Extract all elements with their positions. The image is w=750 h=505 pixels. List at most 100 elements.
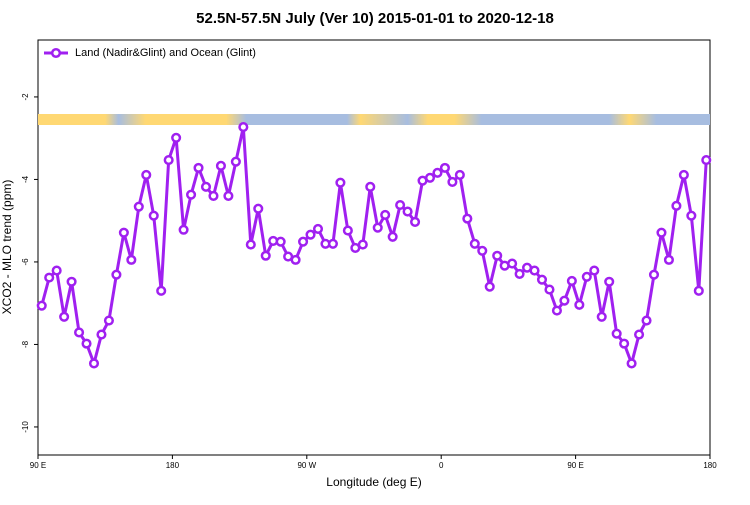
data-point (372, 222, 383, 233)
data-point (312, 223, 324, 234)
data-point (365, 181, 376, 192)
data-point (126, 254, 137, 265)
x-tick-label: 0 (439, 461, 444, 470)
data-point (439, 162, 450, 173)
data-point (327, 238, 338, 249)
data-point (611, 328, 622, 339)
data-point (163, 154, 174, 166)
x-tick-label: 90 E (30, 461, 46, 470)
data-point (74, 327, 85, 338)
land-ocean-strip (38, 114, 710, 125)
legend-marker (50, 47, 62, 59)
data-point (245, 239, 256, 250)
data-point (193, 162, 204, 173)
data-point (357, 239, 368, 250)
data-point (230, 156, 241, 167)
data-point (529, 265, 540, 276)
data-point (118, 227, 129, 238)
data-point (215, 160, 226, 171)
y-tick-label: -8 (21, 340, 30, 348)
data-point (103, 315, 114, 326)
data-point (208, 190, 219, 201)
data-point (634, 329, 645, 340)
data-point (686, 210, 697, 221)
data-point (447, 176, 458, 187)
data-point (156, 285, 167, 296)
data-point (693, 285, 704, 296)
data-point (701, 154, 712, 166)
data-point (626, 358, 637, 369)
legend (39, 41, 279, 66)
x-tick-label: 90 E (567, 461, 583, 470)
data-point (298, 236, 309, 247)
data-point (596, 311, 607, 322)
data-point (574, 299, 585, 310)
data-point (178, 224, 189, 235)
y-axis-label: XCO2 - MLO trend (ppm) (0, 180, 14, 315)
data-point (469, 238, 480, 249)
data-point (604, 276, 615, 287)
data-point (200, 181, 212, 192)
y-tick-label: -6 (21, 258, 30, 266)
data-point (566, 275, 577, 286)
data-point (380, 209, 391, 220)
data-point (484, 281, 495, 292)
data-point (514, 268, 525, 279)
data-point (432, 167, 443, 178)
data-point (66, 276, 77, 287)
data-point (641, 315, 652, 326)
data-point (36, 300, 47, 311)
x-tick-label: 90 W (297, 461, 316, 470)
data-point (88, 358, 100, 369)
data-point (81, 338, 92, 349)
data-point (335, 177, 346, 188)
data-point (111, 269, 122, 280)
data-point (387, 231, 398, 242)
data-point (171, 132, 182, 143)
data-point (342, 225, 353, 236)
data-point (581, 271, 592, 282)
data-point (253, 203, 264, 214)
y-tick-label: -2 (21, 93, 30, 101)
data-point (305, 229, 316, 240)
data-point (141, 169, 152, 180)
series-line (40, 126, 708, 369)
data-point (148, 210, 159, 221)
plot-frame (37, 39, 711, 456)
data-point (536, 274, 548, 285)
data-point (51, 265, 62, 276)
x-axis-label: Longitude (deg E) (326, 475, 421, 489)
data-point (238, 121, 249, 133)
x-tick-label: 180 (703, 461, 717, 470)
chart-title: 52.5N-57.5N July (Ver 10) 2015-01-01 to … (196, 10, 554, 27)
data-point (44, 272, 55, 283)
data-point (424, 172, 436, 183)
data-point (663, 254, 674, 265)
data-point (477, 245, 488, 256)
data-point (678, 169, 689, 180)
y-tick-label: -10 (21, 421, 30, 433)
data-point (275, 236, 286, 247)
data-point (454, 169, 465, 180)
data-point (492, 250, 503, 261)
data-point (410, 216, 421, 227)
x-tick-label: 180 (166, 461, 180, 470)
data-point (402, 206, 413, 217)
data-point (133, 201, 144, 212)
data-point (619, 338, 630, 349)
data-point (551, 305, 562, 316)
data-point (186, 189, 197, 200)
y-tick-label: -4 (21, 175, 30, 183)
data-point (96, 329, 107, 340)
data-point (290, 254, 301, 265)
data-point (462, 213, 473, 224)
data-point (59, 311, 70, 322)
data-point (559, 295, 570, 306)
legend-label: Land (Nadir&Glint) and Ocean (Glint) (75, 47, 256, 59)
data-point (544, 284, 555, 295)
data-point (656, 227, 667, 238)
data-point (671, 200, 682, 211)
data-point (589, 265, 600, 276)
data-point (507, 258, 518, 269)
